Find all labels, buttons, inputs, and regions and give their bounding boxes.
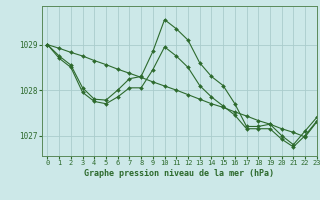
X-axis label: Graphe pression niveau de la mer (hPa): Graphe pression niveau de la mer (hPa) — [84, 169, 274, 178]
